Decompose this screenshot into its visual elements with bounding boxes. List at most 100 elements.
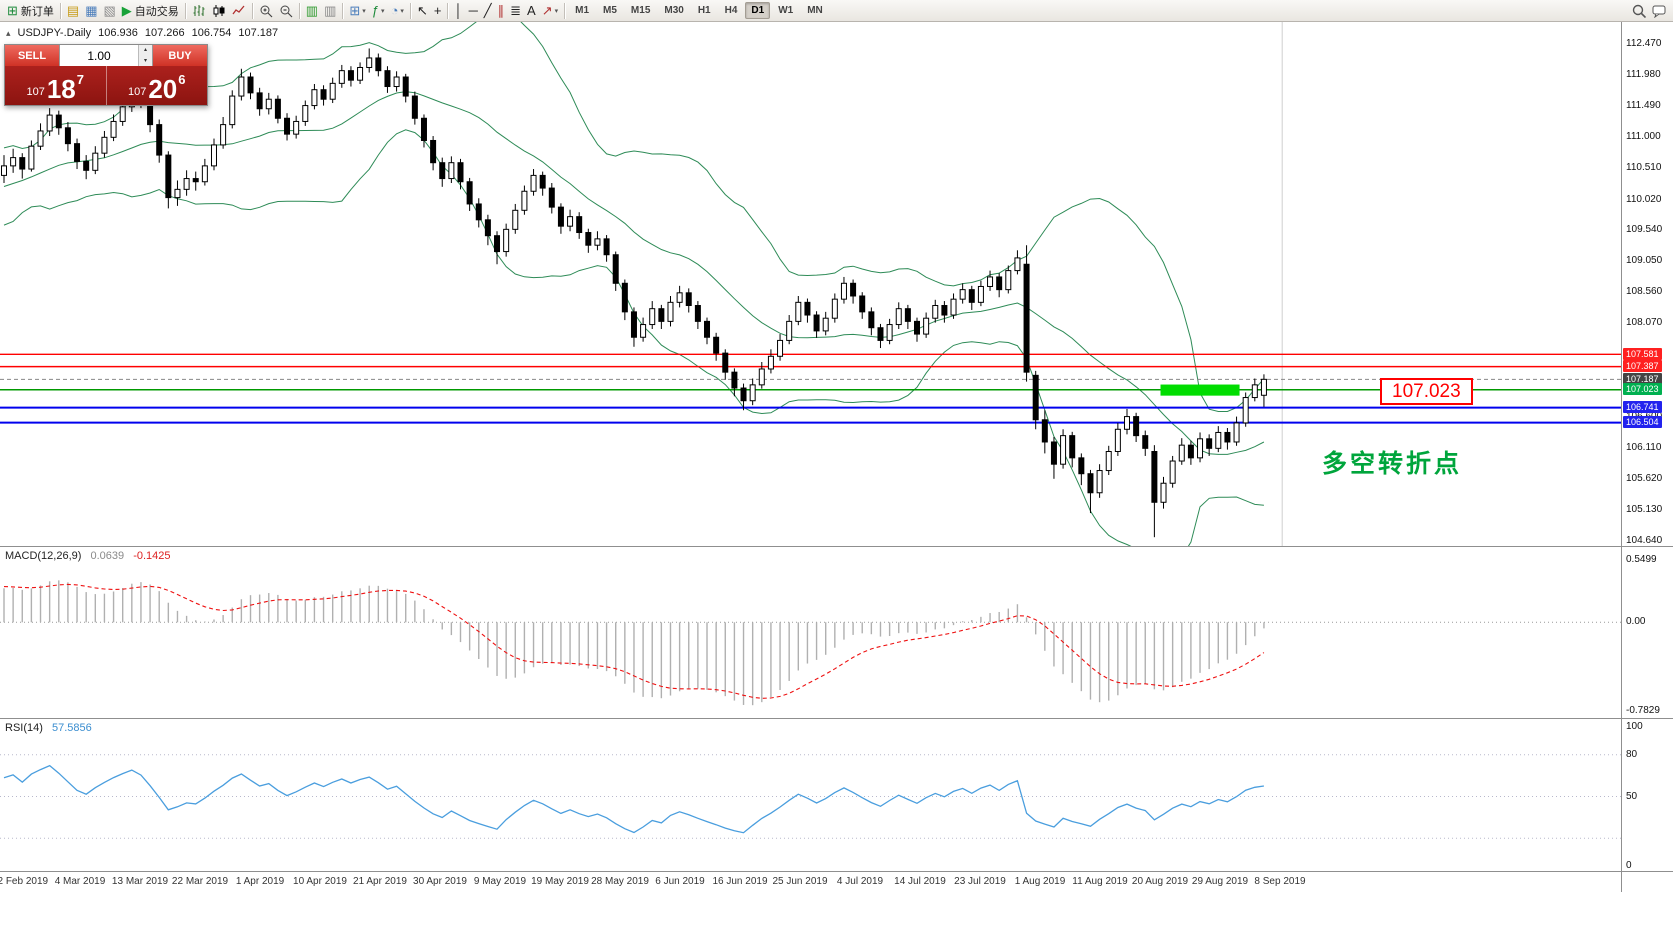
timeframe-h1-button[interactable]: H1	[697, 5, 711, 16]
macd-signal-line	[3, 583, 1265, 699]
candle	[822, 311, 829, 336]
price-chart-canvas[interactable]	[0, 22, 1621, 546]
sell-price[interactable]: 107 18 7	[5, 66, 106, 105]
timeframe-m5-button[interactable]: M5	[603, 5, 617, 16]
horizontal-line-button[interactable]: ─	[466, 2, 481, 20]
timeframe-mn-button[interactable]: MN	[807, 5, 823, 16]
macd-panel[interactable]: MACD(12,26,9) 0.0639 -0.1425	[0, 547, 1621, 718]
date-axis-label: 25 Jun 2019	[772, 876, 828, 887]
channel-button[interactable]: ∥	[495, 2, 508, 20]
volume-input[interactable]: 1.00 ▴ ▾	[59, 45, 153, 66]
vertical-line-icon: │	[454, 3, 463, 18]
volume-spinner[interactable]: ▴ ▾	[138, 45, 152, 66]
fibonacci-button[interactable]: ≣	[507, 2, 524, 20]
candle	[183, 170, 190, 196]
price-axis-label: 111.980	[1626, 69, 1661, 81]
candle	[941, 301, 948, 323]
sell-button[interactable]: SELL	[5, 45, 59, 66]
data-window-icon: ▦	[85, 3, 98, 18]
macd-label: MACD(12,26,9)	[5, 550, 82, 562]
high-value: 107.266	[144, 27, 185, 39]
one-click-collapse-icon[interactable]: ▴	[6, 27, 11, 38]
price-axis[interactable]: 112.470 111.980 111.490 111.000 110.510 110.0…	[1621, 22, 1673, 892]
timeframe-m15-button[interactable]: M15	[630, 5, 651, 16]
bar-chart-button[interactable]	[189, 2, 209, 20]
vertical-line-button[interactable]: │	[451, 2, 465, 20]
spinner-up-icon[interactable]: ▴	[139, 45, 152, 56]
candle	[557, 203, 564, 234]
auto-scroll-button[interactable]: ▥	[303, 2, 321, 20]
trendline-icon: ╱	[483, 3, 492, 18]
buy-button[interactable]: BUY	[153, 45, 207, 66]
date-axis-label: 21 Apr 2019	[353, 876, 407, 887]
arrows-button[interactable]: ↗ ▾	[539, 2, 561, 20]
candle	[1242, 392, 1249, 427]
candle	[594, 231, 601, 251]
timeframe-d1-button[interactable]: D1	[745, 2, 771, 19]
line-chart-button[interactable]	[229, 2, 249, 20]
dropdown-arrow-icon: ▾	[400, 7, 404, 15]
cursor-button[interactable]: ↖	[414, 2, 431, 20]
date-axis-label: 28 May 2019	[591, 876, 649, 887]
timeframe-m1-button[interactable]: M1	[575, 5, 590, 16]
highlight-zone[interactable]	[1160, 384, 1240, 396]
candle	[430, 136, 437, 171]
chart-shift-button[interactable]: ▥	[321, 2, 339, 20]
candle	[1187, 440, 1194, 465]
candle	[1069, 431, 1076, 468]
profiles-button[interactable]: ▤	[64, 2, 82, 20]
zoom-in-button[interactable]	[256, 2, 276, 20]
timeframe-w1-button[interactable]: W1	[778, 5, 794, 16]
price-axis-label: 108.560	[1626, 286, 1663, 298]
candlestick-chart-button[interactable]	[209, 2, 229, 20]
new-order-button[interactable]: ⊞ 新订单	[4, 2, 57, 20]
chat-button[interactable]	[1649, 2, 1669, 20]
panel-separator[interactable]	[0, 546, 1673, 547]
indicators-icon: ƒ	[371, 3, 380, 18]
horizontal-line-icon: ─	[468, 3, 478, 18]
panel-separator[interactable]	[0, 871, 1673, 872]
periods-button[interactable]: ◔ ▾	[388, 2, 407, 20]
candle	[265, 92, 272, 115]
price-annotation-box: 107.023	[1380, 378, 1473, 405]
candle	[722, 349, 729, 380]
spinner-down-icon[interactable]: ▾	[139, 55, 152, 66]
candle	[977, 280, 984, 307]
candle	[284, 113, 291, 141]
macd-canvas[interactable]	[0, 547, 1621, 718]
price-tag: 107.023	[1623, 383, 1662, 396]
candle	[247, 72, 254, 100]
zoom-out-button[interactable]	[276, 2, 296, 20]
rsi-panel[interactable]: RSI(14) 57.5856	[0, 719, 1621, 871]
date-axis-label: 14 Jul 2019	[894, 876, 946, 887]
timeframe-h4-button[interactable]: H4	[724, 5, 738, 16]
timeframe-m30-button[interactable]: M30	[664, 5, 684, 16]
candle	[786, 315, 793, 345]
search-button[interactable]	[1629, 2, 1649, 20]
strategy-tester-button[interactable]: ▧	[101, 2, 119, 20]
candle	[375, 53, 382, 77]
trendline-button[interactable]: ╱	[481, 2, 495, 20]
indicators-button[interactable]: ƒ ▾	[369, 2, 388, 20]
volume-value[interactable]: 1.00	[87, 48, 111, 63]
candle	[731, 368, 738, 397]
bollinger-upper-band	[3, 22, 1265, 412]
auto-trading-button[interactable]: ▶ 自动交易	[119, 2, 182, 20]
data-window-button[interactable]: ▦	[82, 2, 100, 20]
buy-price[interactable]: 107 20 6	[107, 66, 208, 105]
price-tag: 106.504	[1623, 416, 1662, 429]
candle	[959, 283, 966, 304]
candle	[201, 158, 208, 186]
candle	[411, 91, 418, 125]
price-chart[interactable]	[0, 22, 1621, 546]
text-button[interactable]: A	[524, 2, 539, 20]
crosshair-button[interactable]: +	[431, 2, 445, 20]
new-chart-button[interactable]: ⊞ ▾	[346, 2, 368, 20]
date-axis-label: 4 Mar 2019	[54, 876, 106, 887]
candle	[484, 214, 491, 246]
toolbar-separator	[342, 2, 344, 19]
rsi-canvas[interactable]	[0, 719, 1621, 871]
panel-separator[interactable]	[0, 718, 1673, 719]
search-icon	[1632, 4, 1646, 18]
